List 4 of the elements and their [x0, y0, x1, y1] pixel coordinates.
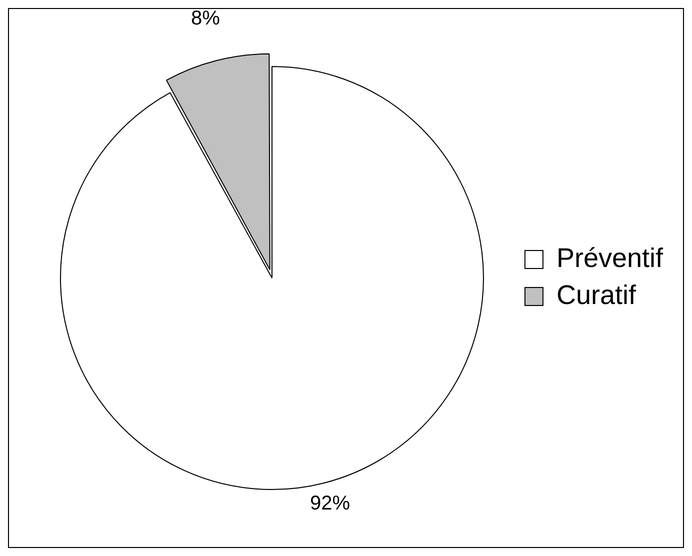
data-label: 8%	[190, 7, 220, 30]
legend-label: Curatif	[556, 280, 636, 310]
data-label: 92%	[310, 492, 350, 515]
legend-label: Préventif	[556, 242, 664, 273]
